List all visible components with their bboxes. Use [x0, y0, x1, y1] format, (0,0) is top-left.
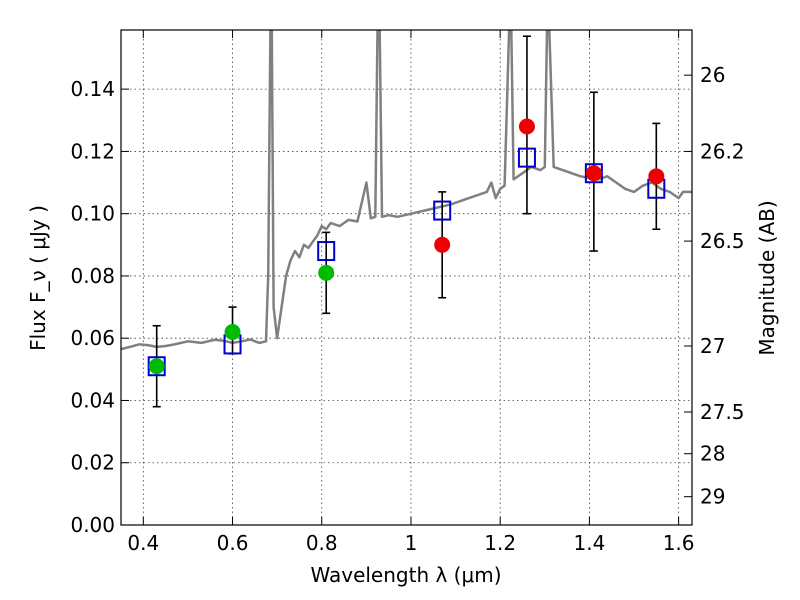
- right-tick-label: 29: [700, 485, 725, 509]
- plot-frame: [120, 29, 693, 526]
- x-tick-label: 0.4: [127, 531, 159, 555]
- y-axis-title: Flux F_ν ( μJy ): [26, 205, 50, 351]
- model-square-marker: [433, 200, 452, 221]
- x-tick-label: 1.2: [484, 531, 516, 555]
- right-tick-label: 26.2: [700, 139, 745, 163]
- y-tick-label: 0.06: [70, 326, 115, 350]
- y-tick-label: 0.00: [70, 513, 115, 537]
- green-data-point: [224, 323, 241, 340]
- x-tick-label: 1.6: [663, 531, 695, 555]
- x-tick-label: 1.4: [573, 531, 605, 555]
- model-square-marker: [517, 147, 536, 168]
- y-tick-label: 0.12: [70, 139, 115, 163]
- red-data-point: [434, 236, 451, 253]
- grid: [121, 30, 692, 526]
- model-square-marker: [317, 241, 336, 262]
- right-tick-label: 27.5: [700, 400, 745, 424]
- y-axis-ticks: 0.00 0.02 0.04 0.06 0.08 0.10 0.12 0.14: [70, 77, 129, 537]
- y-tick-label: 0.02: [70, 451, 115, 475]
- x-axis-ticks: 0.4 0.6 0.8 1 1.2 1.4 1.6: [127, 30, 695, 555]
- green-data-point: [148, 358, 165, 375]
- right-axis-title: Magnitude (AB): [755, 200, 779, 355]
- y-tick-label: 0.14: [70, 77, 115, 101]
- right-tick-label: 26.5: [700, 229, 745, 253]
- x-tick-label: 0.8: [306, 531, 338, 555]
- red-data-point: [585, 165, 602, 182]
- right-tick-label: 27: [700, 334, 725, 358]
- spectrum-line: [121, 30, 692, 351]
- error-bars: [152, 35, 661, 408]
- right-tick-label: 26: [700, 63, 725, 87]
- red-data-point: [518, 118, 535, 135]
- red-data-point: [648, 168, 665, 185]
- y-tick-label: 0.04: [70, 388, 115, 412]
- x-tick-label: 1: [405, 531, 418, 555]
- y-tick-label: 0.10: [70, 202, 115, 226]
- x-tick-label: 0.6: [217, 531, 249, 555]
- y-tick-label: 0.08: [70, 264, 115, 288]
- green-data-point: [318, 264, 335, 281]
- data-markers: [147, 118, 666, 377]
- right-tick-label: 28: [700, 442, 725, 466]
- right-axis-ticks: 26 26.2 26.5 27 27.5 28 29: [684, 63, 745, 509]
- x-axis-title: Wavelength λ (μm): [310, 563, 501, 587]
- spectrum-path: [121, 30, 692, 351]
